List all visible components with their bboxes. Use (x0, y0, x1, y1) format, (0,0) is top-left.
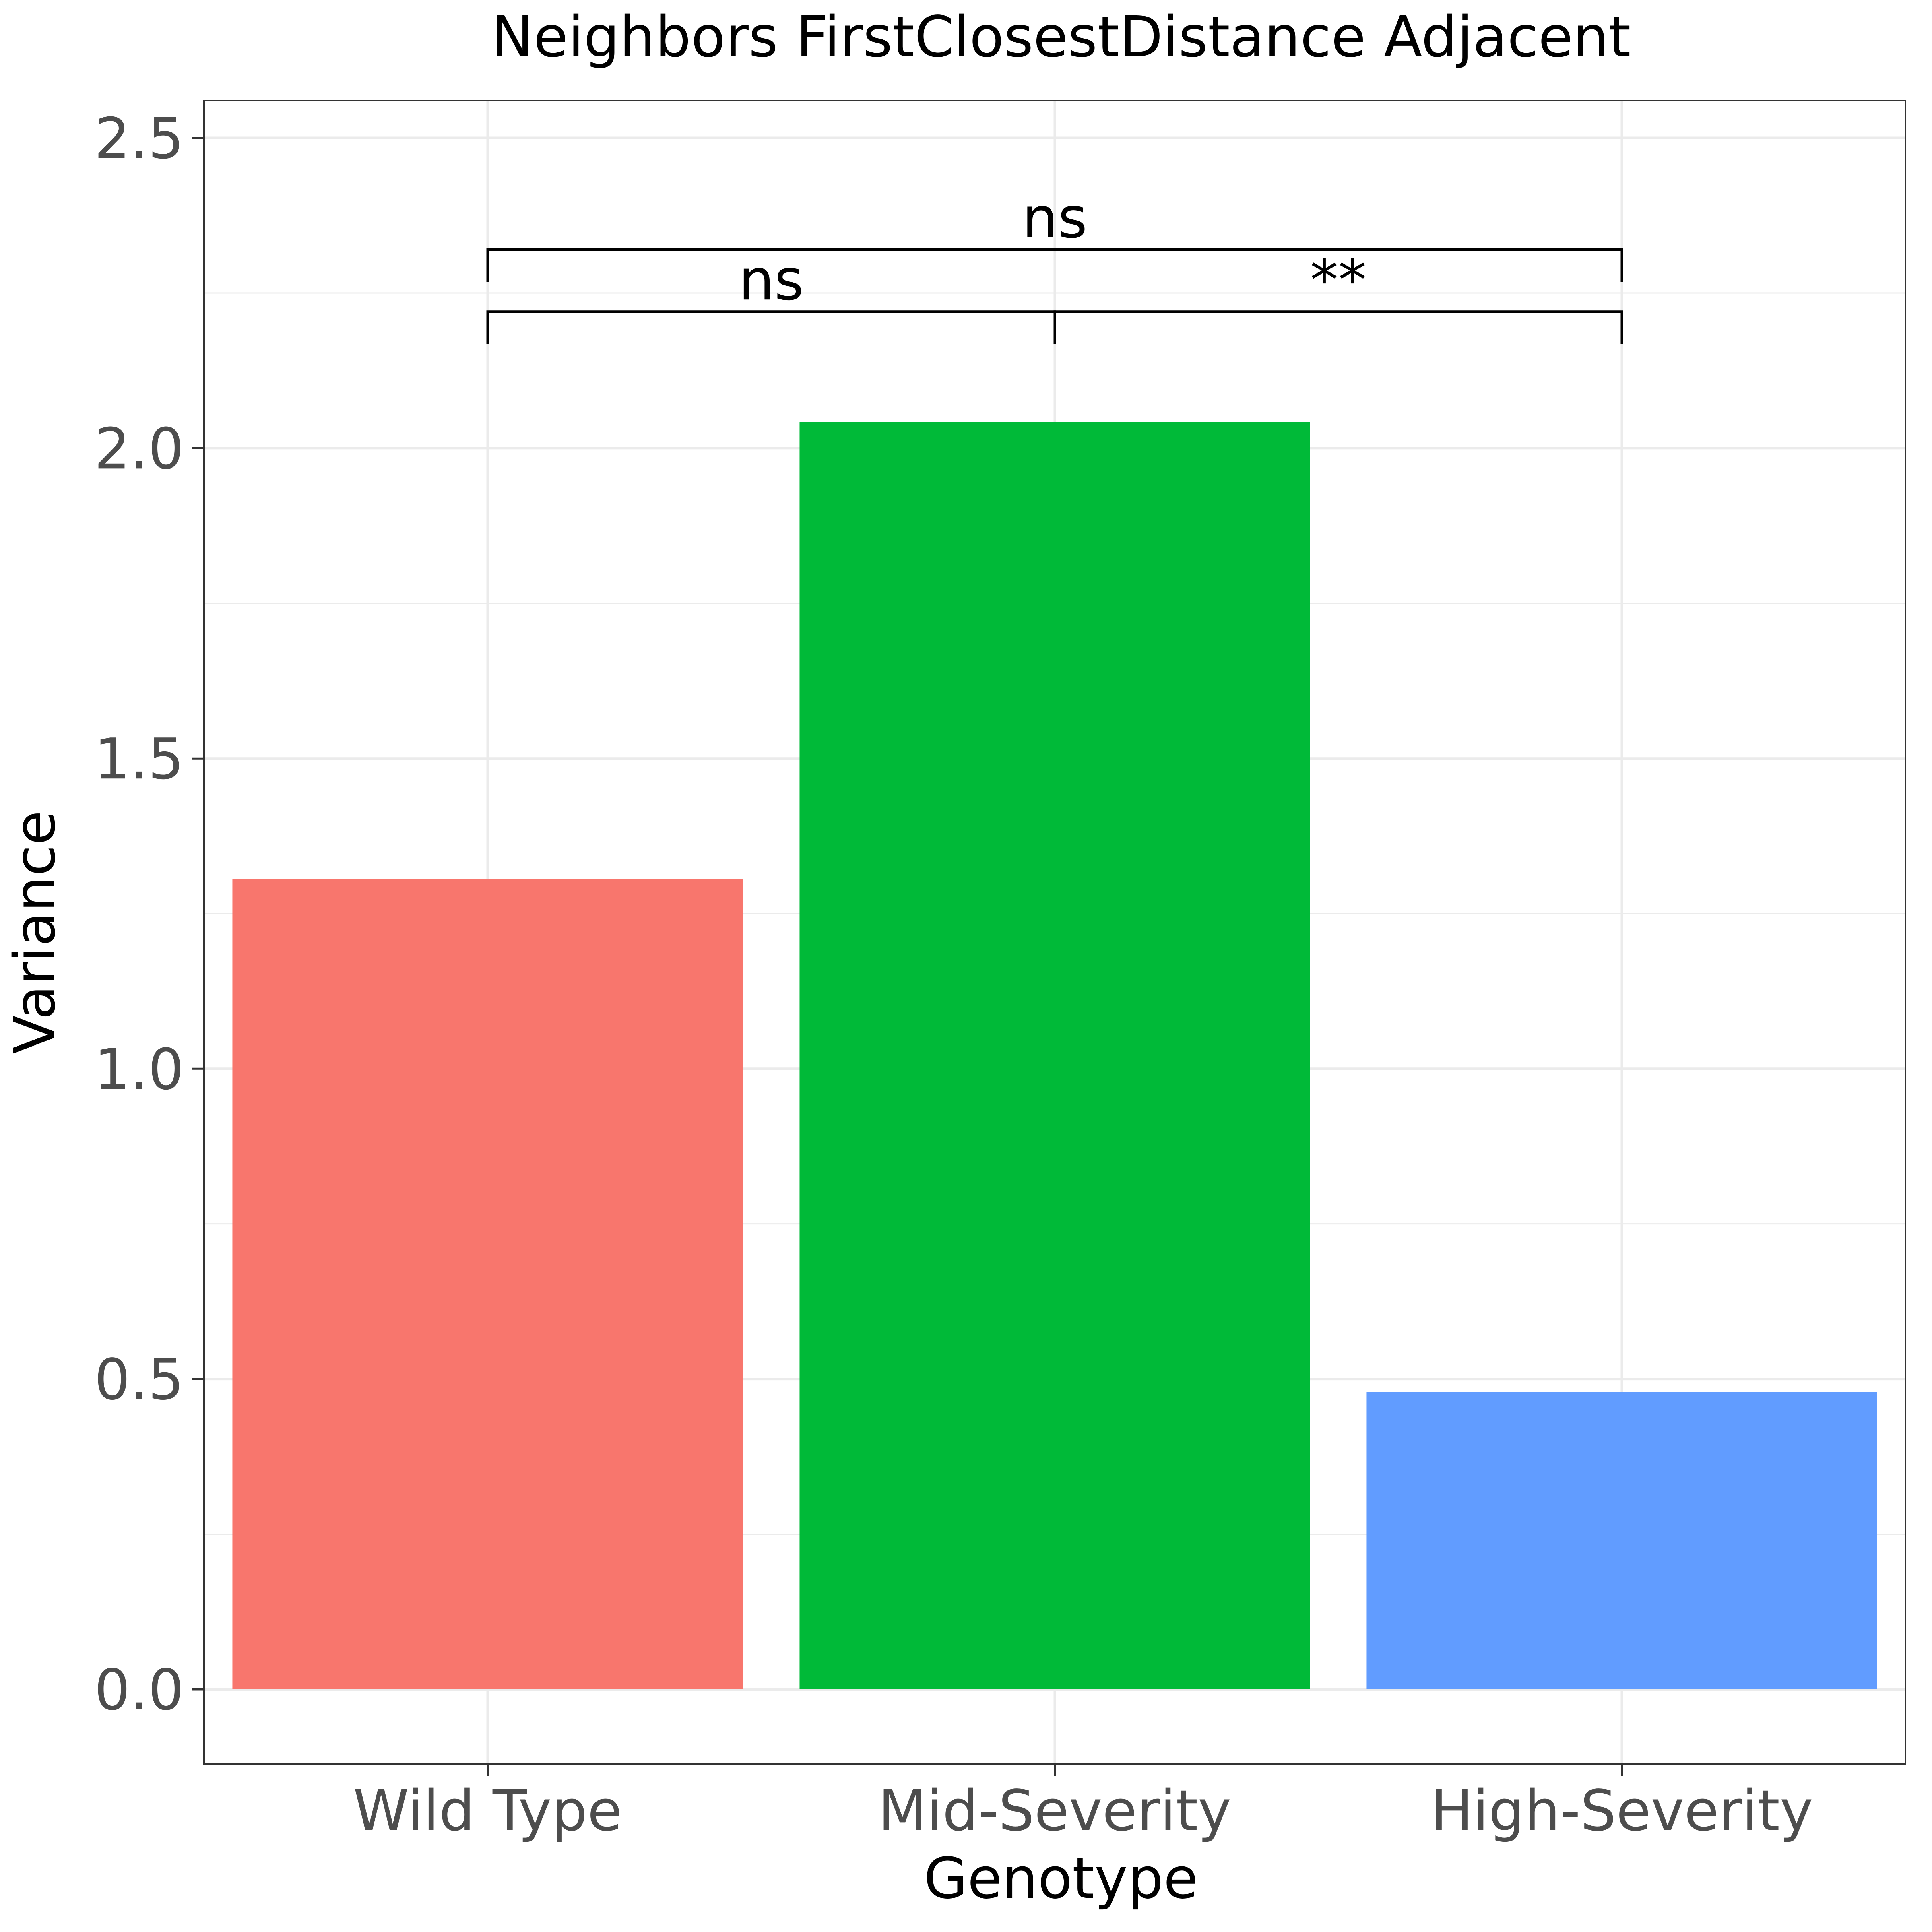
x-axis-title: Genotype (924, 1846, 1198, 1911)
significance-label: ** (1310, 248, 1366, 313)
significance-bracket (486, 248, 1623, 282)
x-tick-label: High-Severity (1430, 1778, 1813, 1844)
y-tick-label: 0.5 (94, 1347, 184, 1413)
y-tick-label: 1.0 (94, 1037, 184, 1102)
y-tick-label: 0.0 (94, 1657, 184, 1723)
bar (232, 879, 743, 1689)
chart-title: Neighbors FirstClosestDistance Adjacent (491, 4, 1631, 70)
y-tick-label: 2.0 (94, 416, 184, 482)
y-axis: 0.0 0.5 1.0 1.5 2.0 2.5 (94, 106, 204, 1723)
x-tick-label: Wild Type (353, 1778, 622, 1844)
y-axis-title: Variance (2, 811, 68, 1054)
bar (799, 422, 1310, 1689)
y-tick-label: 1.5 (94, 727, 184, 792)
y-tick-label: 2.5 (94, 106, 184, 172)
bar (1366, 1392, 1877, 1689)
significance-label: ns (739, 248, 804, 313)
significance-brackets: ns ** ns (486, 186, 1623, 344)
significance-label: ns (1022, 186, 1088, 251)
x-axis: Wild Type Mid-Severity High-Severity (353, 1764, 1813, 1844)
bars (232, 422, 1877, 1689)
x-tick-label: Mid-Severity (878, 1778, 1231, 1844)
significance-bracket (1053, 310, 1623, 344)
